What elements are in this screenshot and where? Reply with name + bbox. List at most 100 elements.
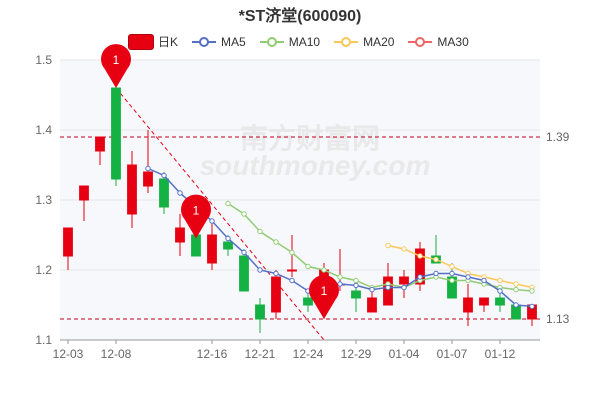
ma5-point [465,274,471,280]
x-tick-label: 01-07 [437,347,468,361]
legend-item-ma10[interactable]: MA10 [259,35,320,49]
ma20-point [449,263,455,270]
ma5-point [417,274,423,280]
legend-swatch-ma20 [334,35,359,49]
candle-body [303,297,313,306]
candle-body [287,269,297,272]
candle-body [495,297,505,306]
legend-item-ma30[interactable]: MA30 [408,35,469,49]
ma5-point [209,218,215,224]
x-tick-label: 12-29 [341,347,372,361]
ma20-point [433,256,439,263]
candle-body [399,276,409,285]
ma5-point [449,270,455,277]
y-tick-label: 1.4 [35,123,52,137]
legend-item-ma5[interactable]: MA5 [192,35,246,49]
candle [415,242,425,291]
candle [127,151,137,228]
ma20-point [497,277,503,284]
candle [495,291,505,312]
y-tick-label: 1.1 [35,333,52,347]
ma5-point [433,270,439,277]
candle-body [239,255,249,292]
ma5-point [145,165,151,172]
ma10-point [305,263,311,270]
signal-marker-label: 1 [113,53,120,67]
legend-label-ma20: MA20 [363,34,395,49]
candle [175,214,185,256]
reference-label: 1.13 [546,312,570,326]
candle-body [143,171,153,187]
legend: 日K MA5 MA10 MA20 MA30 [128,33,483,50]
candle [463,284,473,326]
legend-swatch-ma5 [192,35,217,49]
ma5-point [337,281,343,287]
candle-body [127,164,137,215]
reference-label: 1.39 [546,130,570,144]
ma5-point [273,270,279,277]
ma5-point [241,249,247,256]
ma10-point [353,277,359,284]
ma10-point [449,277,455,284]
legend-swatch-dayk [128,33,154,50]
candle [271,270,281,319]
candle [63,227,73,270]
candle [255,298,265,333]
legend-item-dayk[interactable]: 日K [128,33,178,50]
ma20-point [401,246,407,252]
candle [367,291,377,313]
x-tick-label: 12-08 [101,347,132,361]
candle-body [63,227,73,257]
candle-body [159,178,169,208]
ma5-point [385,284,391,291]
ma10-point [273,239,279,245]
candle-body [271,276,281,313]
candle-body [415,248,425,285]
watermark-cn: 南方财富网 [240,122,380,154]
ma10-point [529,288,535,294]
x-tick-label: 12-21 [245,347,276,361]
ma20-line [387,244,533,289]
y-tick-label: 1.2 [35,263,52,277]
ma5-point [513,302,519,308]
watermark-en: southmoney.com [200,150,431,181]
ma5-point [257,267,263,273]
candle-body [447,276,457,299]
candle [159,172,169,214]
candle [111,87,121,186]
ma20-point [513,281,519,287]
ma20-point [417,253,423,259]
candle-body [95,136,105,152]
candle [95,136,105,165]
legend-item-ma20[interactable]: MA20 [334,35,394,49]
signal-marker: 1 [181,194,212,239]
ma10-line [227,202,533,292]
candle [303,291,313,312]
ma5-point [401,284,407,291]
x-tick-label: 01-04 [389,347,420,361]
ma5-point [481,277,487,284]
x-tick-label: 12-03 [53,347,84,361]
candle-body [175,227,185,243]
candle [239,249,249,292]
ma5-point [369,286,375,293]
ma5-point [497,288,503,294]
ma10-point [225,200,231,207]
ma5-point [161,172,167,179]
ma5-point [177,190,183,196]
ma5-point [353,282,359,289]
signal-marker-label: 1 [193,204,200,218]
signal-marker-pin [181,194,212,239]
x-tick-label: 12-24 [293,347,324,361]
ma10-point [321,267,327,273]
candle [207,221,217,270]
candle-body [207,234,217,264]
legend-label-ma5: MA5 [221,34,246,49]
ma10-point [289,249,295,256]
candle [479,297,489,312]
signal-marker: 1 [309,275,339,319]
signal-marker: 1 [101,44,131,88]
candle-body [479,297,489,306]
legend-label-dayk: 日K [158,35,179,49]
candle-body [255,304,265,320]
